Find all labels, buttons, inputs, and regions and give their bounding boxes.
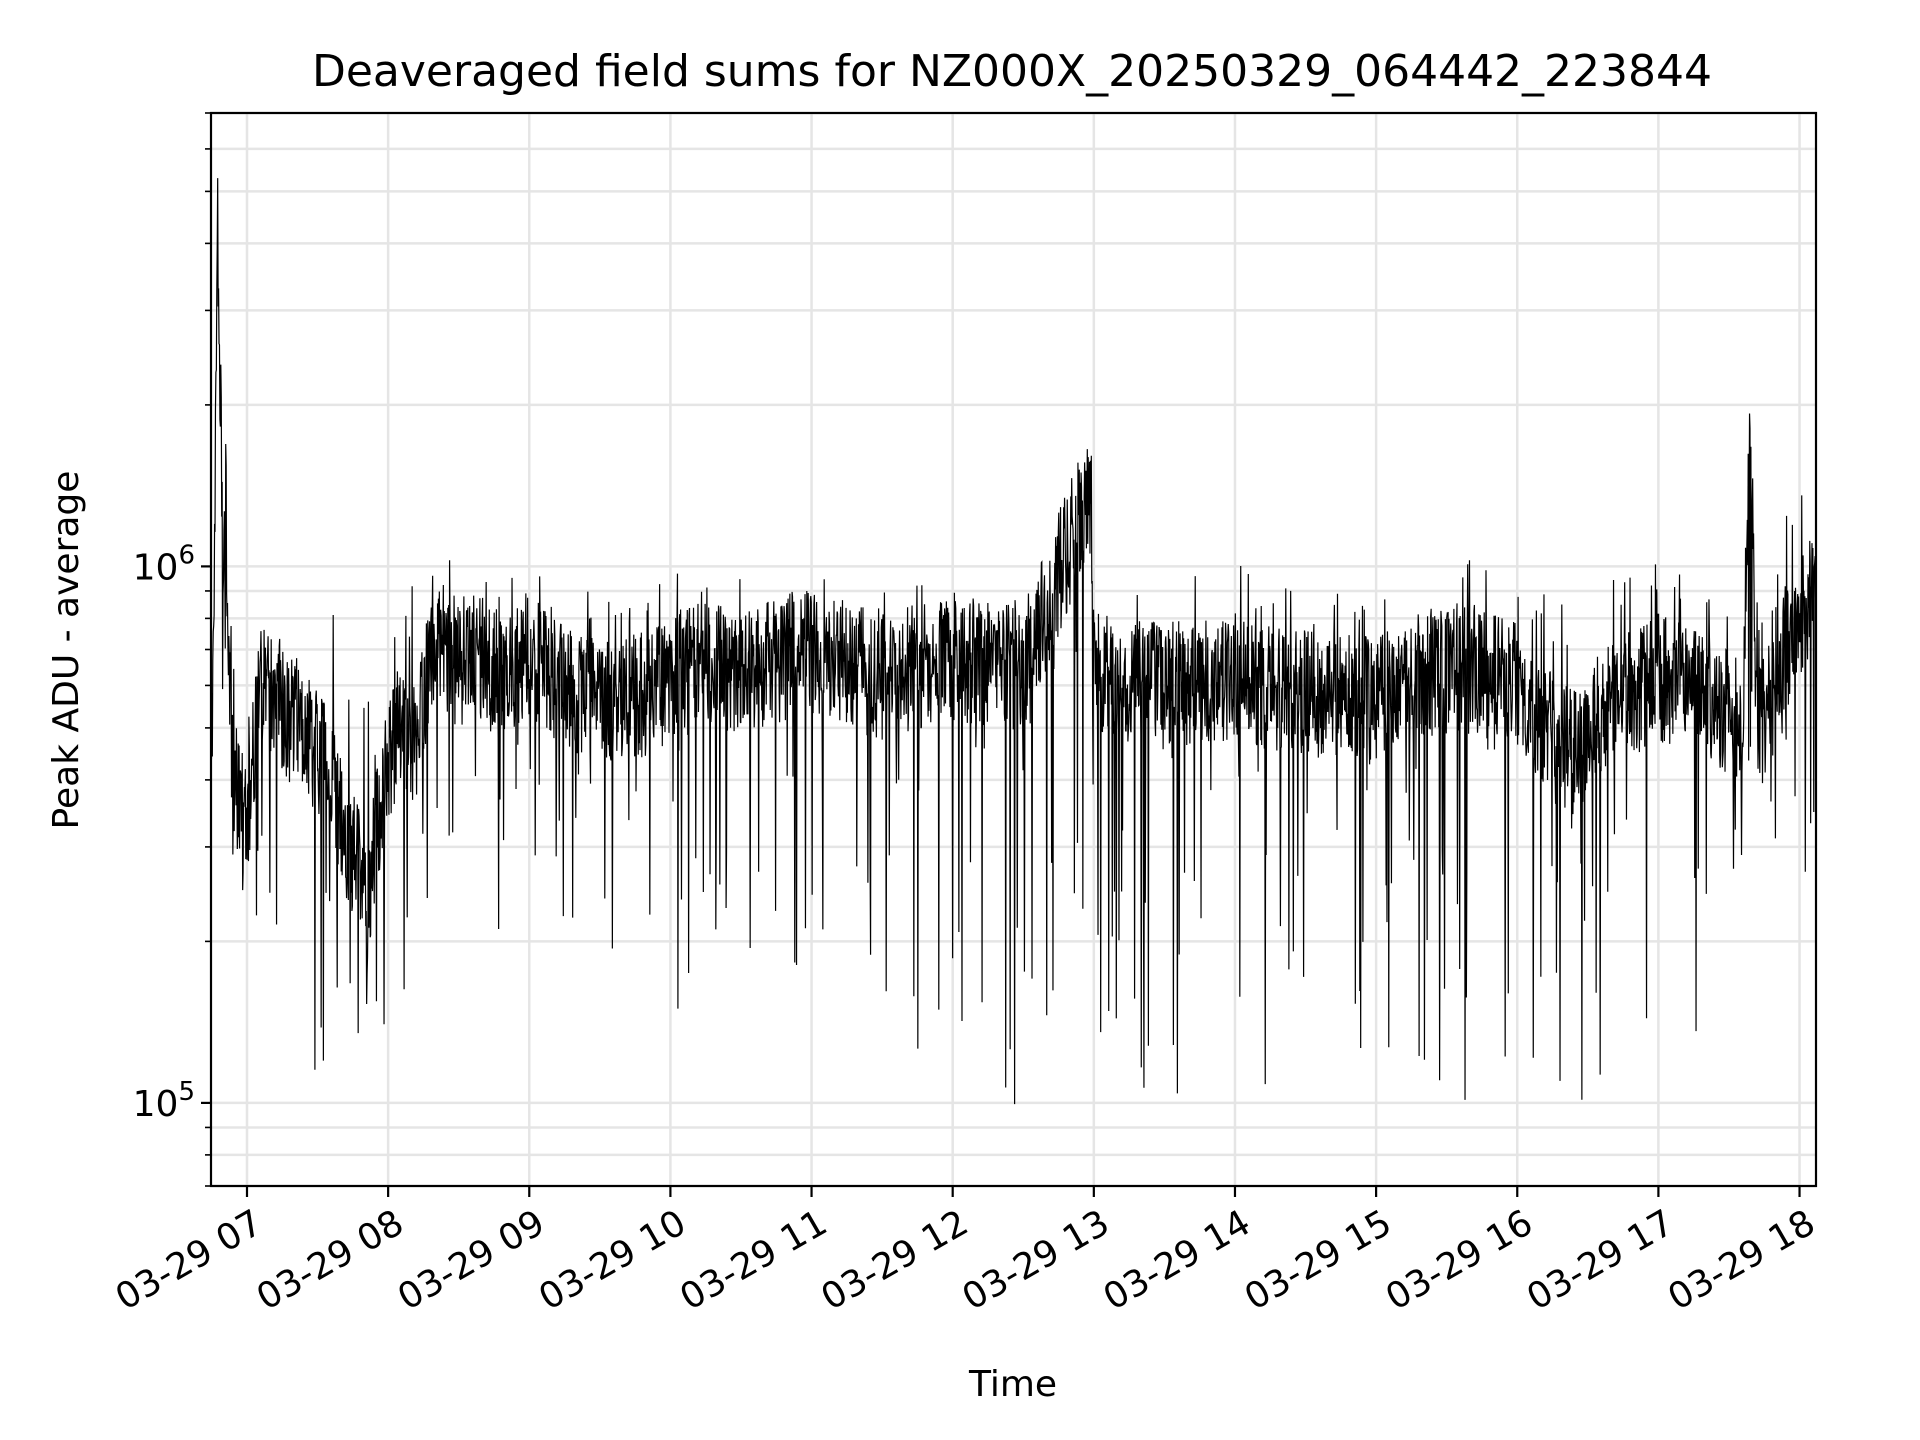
grid-lines [211, 111, 1816, 1188]
x-tick-label: 03-29 18 [1661, 1202, 1822, 1318]
x-tick-label: 03-29 10 [532, 1202, 693, 1318]
x-tick-label: 03-29 17 [1520, 1202, 1681, 1318]
x-axis-label: Time [968, 1364, 1057, 1405]
x-tick-label: 03-29 09 [391, 1202, 552, 1318]
y-axis-label: Peak ADU - average [46, 471, 87, 830]
x-tick-label: 03-29 15 [1238, 1202, 1399, 1318]
x-tick-label: 03-29 14 [1097, 1202, 1258, 1318]
series-line [210, 178, 1817, 1105]
x-tick-label: 03-29 13 [956, 1202, 1117, 1318]
data-series-line [210, 178, 1817, 1105]
x-tick-label: 03-29 07 [109, 1202, 270, 1318]
y-tick-label: 105 [133, 1077, 195, 1125]
x-tick-label: 03-29 11 [673, 1202, 834, 1318]
chart-title: Deaveraged field sums for NZ000X_2025032… [312, 46, 1712, 97]
x-tick-label: 03-29 16 [1379, 1202, 1540, 1318]
x-tick-label: 03-29 12 [815, 1202, 976, 1318]
y-axis-ticks: 105 106 [133, 112, 211, 1187]
x-tick-label: 03-29 08 [250, 1202, 411, 1318]
y-tick-label: 106 [133, 540, 195, 588]
